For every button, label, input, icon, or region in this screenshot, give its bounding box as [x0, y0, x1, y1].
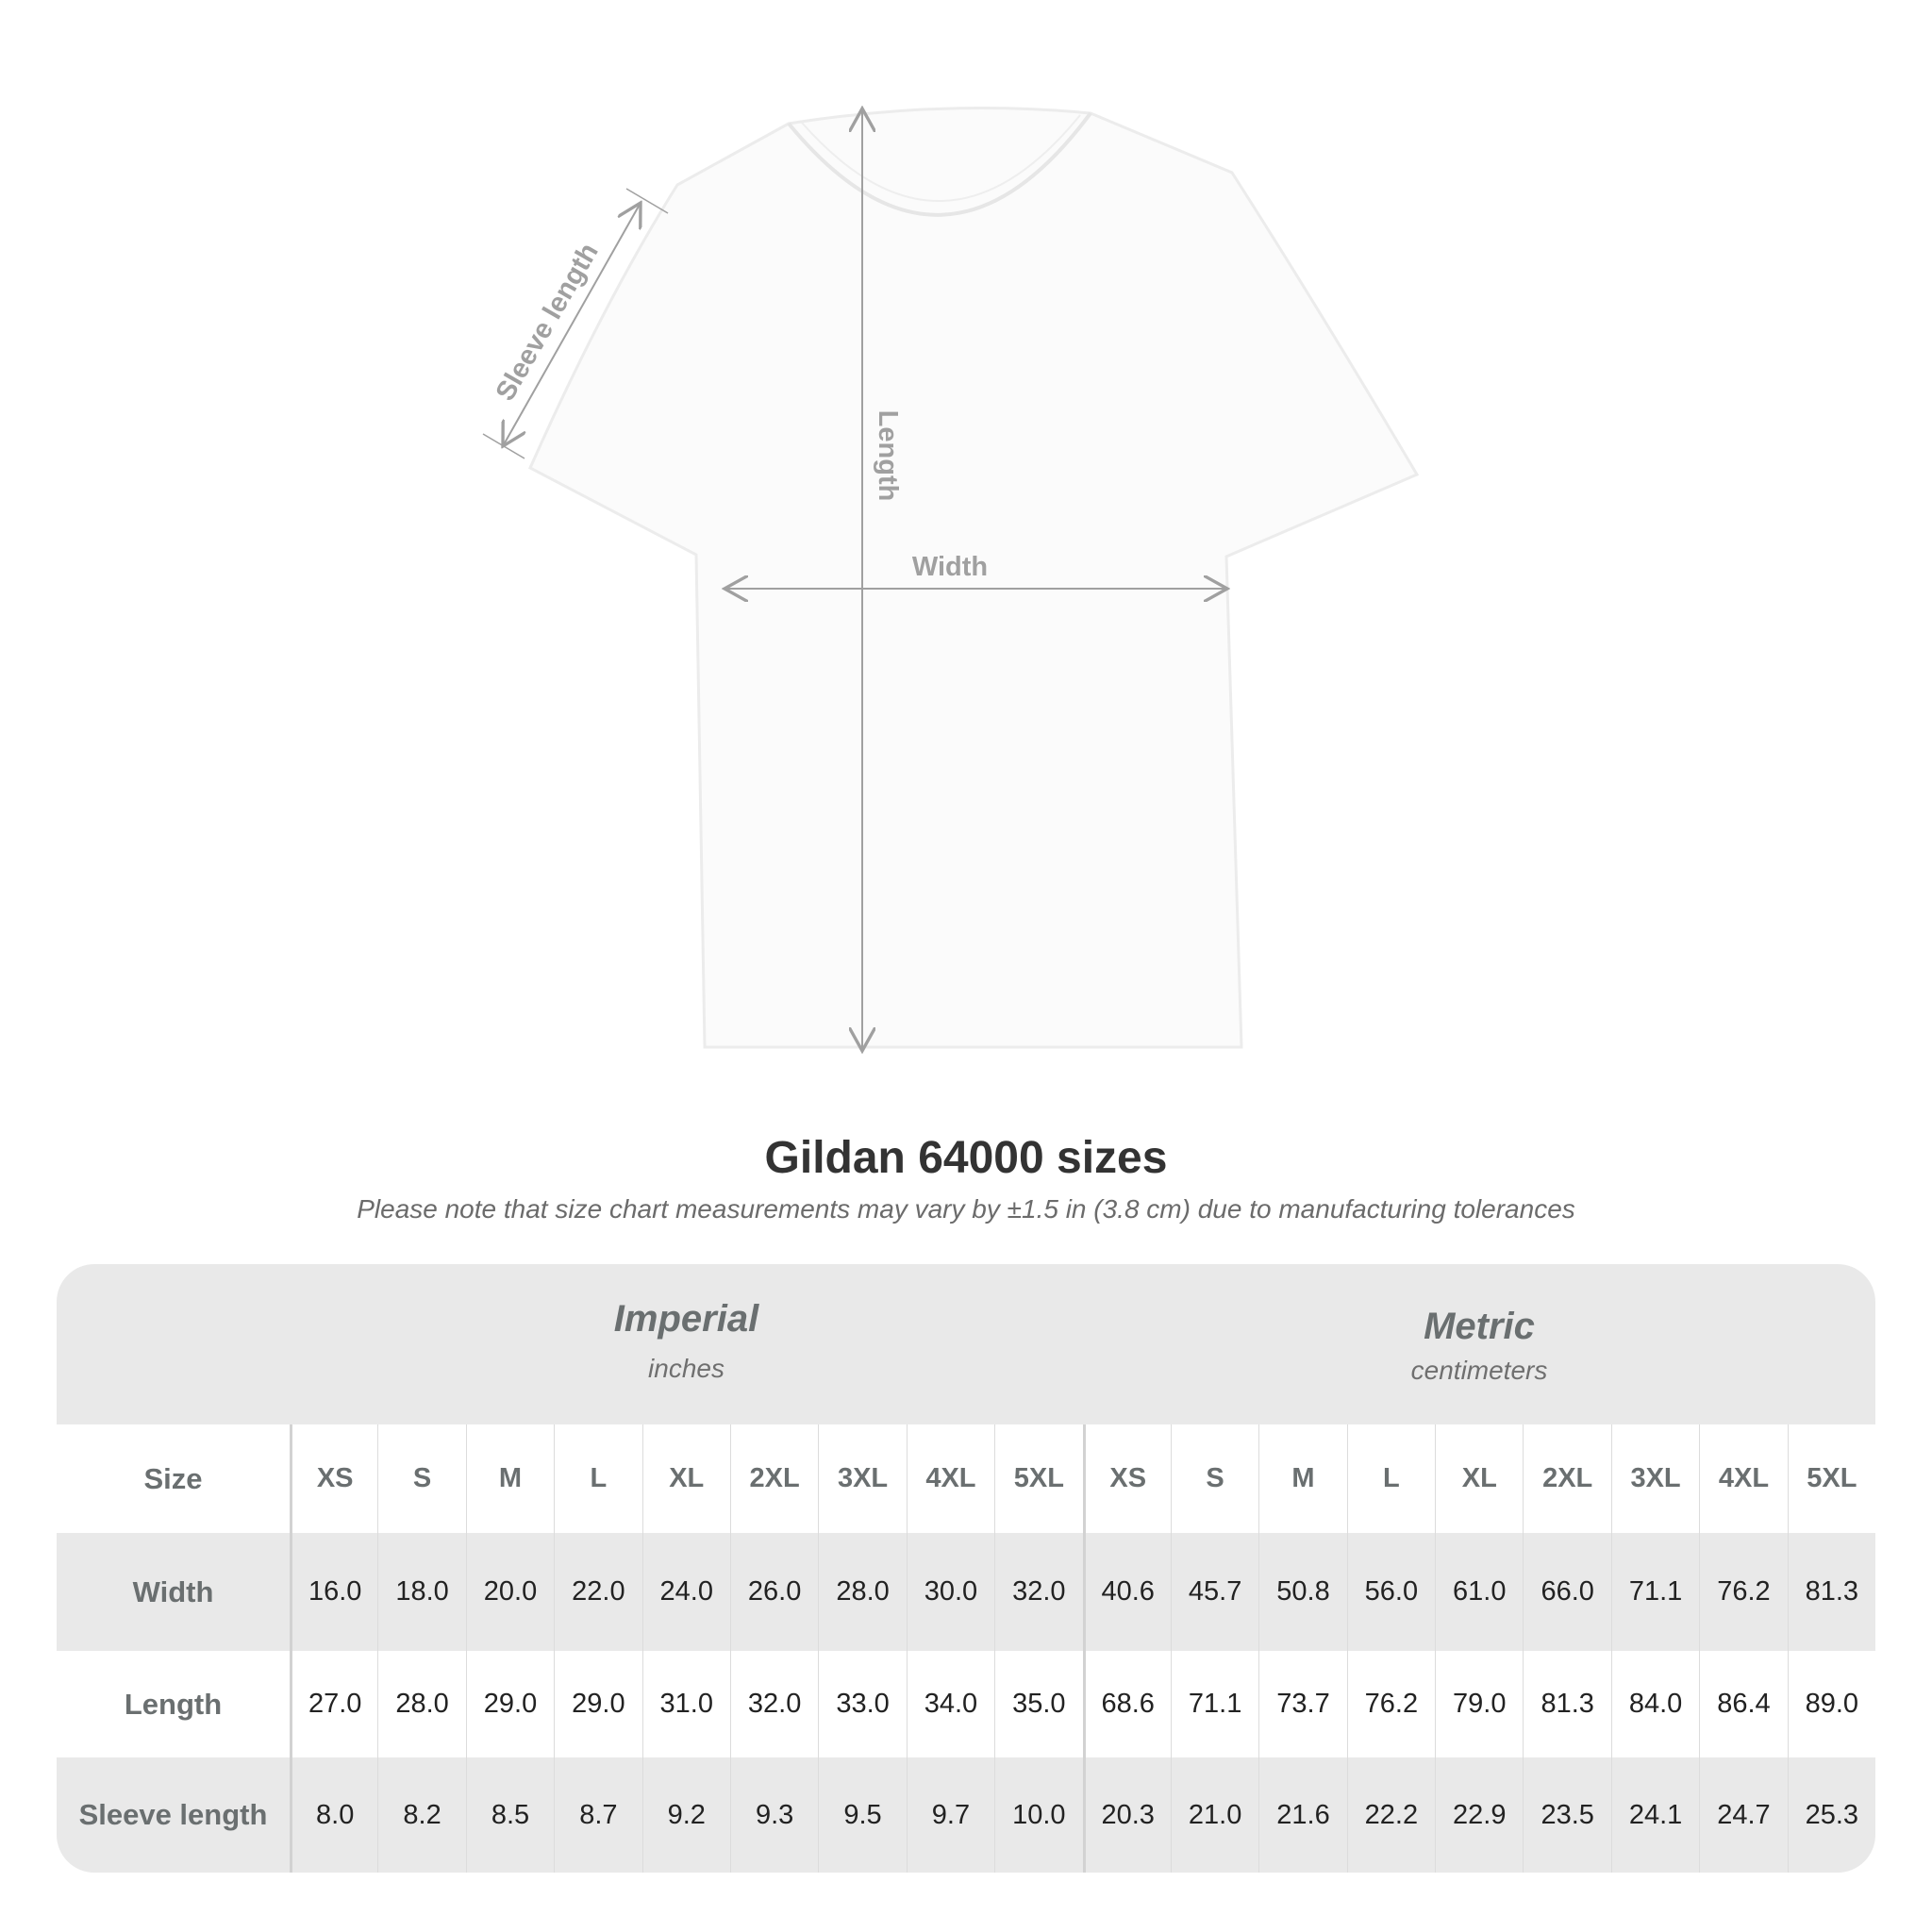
- imperial-size-m: M: [465, 1424, 554, 1533]
- table-row: Length 27.0 28.0 29.0 29.0 31.0 32.0 33.0 34.0 35…: [57, 1651, 1875, 1757]
- imperial-value-cell: 22.0: [554, 1533, 641, 1651]
- metric-value-cell: 24.1: [1610, 1757, 1699, 1873]
- imperial-value-cell: 9.7: [906, 1757, 994, 1873]
- imperial-value-cell: 20.0: [465, 1533, 554, 1651]
- metric-value-cell: 71.1: [1170, 1651, 1258, 1757]
- metric-value-cell: 81.3: [1523, 1651, 1610, 1757]
- imperial-value-cell: 30.0: [906, 1533, 994, 1651]
- row-label: Length: [124, 1687, 223, 1721]
- imperial-value-cell: 28.0: [818, 1533, 906, 1651]
- imperial-header: Imperial inches: [290, 1264, 1083, 1424]
- metric-title: Metric: [1424, 1306, 1535, 1347]
- metric-size-s: S: [1170, 1424, 1258, 1533]
- imperial-size-4xl: 4XL: [906, 1424, 994, 1533]
- page-title: Gildan 64000 sizes: [764, 1133, 1168, 1183]
- imperial-value-cell: 16.0: [290, 1533, 377, 1651]
- metric-value-cell: 68.6: [1082, 1651, 1171, 1757]
- imperial-value-cell: 18.0: [377, 1533, 465, 1651]
- metric-size-5xl: 5XL: [1787, 1424, 1875, 1533]
- metric-value-cell: 40.6: [1082, 1533, 1171, 1651]
- size-header-row: Size XS S M L XL 2XL 3XL 4XL 5XL XS S M L XL 2XL 3XL 4XL 5…: [57, 1424, 1875, 1533]
- metric-value-cell: 89.0: [1787, 1651, 1875, 1757]
- imperial-value-cell: 34.0: [906, 1651, 994, 1757]
- tolerance-note: Please note that size chart measurements…: [357, 1194, 1575, 1224]
- row-label: Sleeve length: [78, 1798, 268, 1831]
- metric-header: Metric centimeters: [1083, 1264, 1875, 1424]
- imperial-value-cell: 8.5: [465, 1757, 554, 1873]
- metric-value-cell: 56.0: [1346, 1533, 1435, 1651]
- metric-size-2xl: 2XL: [1523, 1424, 1610, 1533]
- metric-size-xl: XL: [1435, 1424, 1523, 1533]
- imperial-value-cell: 32.0: [994, 1533, 1082, 1651]
- metric-value-cell: 76.2: [1346, 1651, 1435, 1757]
- tshirt-collar: [787, 111, 1092, 217]
- metric-value-cell: 86.4: [1699, 1651, 1787, 1757]
- imperial-size-xl: XL: [641, 1424, 730, 1533]
- metric-value-cell: 25.3: [1787, 1757, 1875, 1873]
- metric-size-l: L: [1346, 1424, 1435, 1533]
- metric-value-cell: 71.1: [1610, 1533, 1699, 1651]
- imperial-title: Imperial: [613, 1298, 759, 1340]
- imperial-size-5xl: 5XL: [994, 1424, 1082, 1533]
- metric-value-cell: 24.7: [1699, 1757, 1787, 1873]
- metric-size-3xl: 3XL: [1610, 1424, 1699, 1533]
- imperial-size-xs: XS: [290, 1424, 377, 1533]
- imperial-size-s: S: [377, 1424, 465, 1533]
- metric-value-cell: 21.0: [1170, 1757, 1258, 1873]
- metric-value-cell: 73.7: [1258, 1651, 1346, 1757]
- metric-value-cell: 76.2: [1699, 1533, 1787, 1651]
- imperial-value-cell: 32.0: [729, 1651, 818, 1757]
- imperial-value-cell: 35.0: [994, 1651, 1082, 1757]
- metric-value-cell: 45.7: [1170, 1533, 1258, 1651]
- table-row: Sleeve length 8.0 8.2 8.5 8.7 9.2 9.3 9.5 9.7 10.…: [57, 1757, 1875, 1873]
- row-label: Width: [132, 1574, 214, 1608]
- metric-value-cell: 20.3: [1082, 1757, 1171, 1873]
- tshirt-diagram: Length Width Sleeve length: [482, 0, 1420, 1094]
- metric-value-cell: 22.9: [1435, 1757, 1523, 1873]
- imperial-value-cell: 24.0: [641, 1533, 730, 1651]
- metric-value-cell: 50.8: [1258, 1533, 1346, 1651]
- imperial-unit: inches: [648, 1354, 724, 1383]
- metric-value-cell: 66.0: [1523, 1533, 1610, 1651]
- size-label: Size: [143, 1461, 203, 1495]
- imperial-value-cell: 26.0: [729, 1533, 818, 1651]
- metric-unit: centimeters: [1410, 1356, 1548, 1385]
- imperial-value-cell: 9.2: [641, 1757, 730, 1873]
- metric-value-cell: 61.0: [1435, 1533, 1523, 1651]
- width-label: Width: [912, 552, 988, 582]
- metric-size-4xl: 4XL: [1699, 1424, 1787, 1533]
- size-table: Imperial inches Metric centimeters Size X…: [57, 1264, 1875, 1873]
- imperial-value-cell: 8.7: [554, 1757, 641, 1873]
- length-label: Length: [873, 410, 903, 502]
- imperial-value-cell: 28.0: [377, 1651, 465, 1757]
- imperial-value-cell: 8.0: [290, 1757, 377, 1873]
- metric-value-cell: 22.2: [1346, 1757, 1435, 1873]
- imperial-size-l: L: [554, 1424, 641, 1533]
- imperial-size-2xl: 2XL: [729, 1424, 818, 1533]
- imperial-value-cell: 10.0: [994, 1757, 1082, 1873]
- sleeve-line: [503, 203, 641, 446]
- imperial-value-cell: 29.0: [465, 1651, 554, 1757]
- table-row: Width 16.0 18.0 20.0 22.0 24.0 26.0 28.0 30.0 32.…: [57, 1533, 1875, 1651]
- imperial-value-cell: 31.0: [641, 1651, 730, 1757]
- metric-value-cell: 81.3: [1787, 1533, 1875, 1651]
- imperial-value-cell: 27.0: [290, 1651, 377, 1757]
- imperial-value-cell: 29.0: [554, 1651, 641, 1757]
- metric-size-m: M: [1258, 1424, 1346, 1533]
- imperial-value-cell: 33.0: [818, 1651, 906, 1757]
- imperial-value-cell: 9.5: [818, 1757, 906, 1873]
- metric-size-xs: XS: [1082, 1424, 1171, 1533]
- imperial-value-cell: 9.3: [729, 1757, 818, 1873]
- metric-value-cell: 84.0: [1610, 1651, 1699, 1757]
- imperial-value-cell: 8.2: [377, 1757, 465, 1873]
- imperial-size-3xl: 3XL: [818, 1424, 906, 1533]
- metric-value-cell: 23.5: [1523, 1757, 1610, 1873]
- metric-value-cell: 21.6: [1258, 1757, 1346, 1873]
- metric-value-cell: 79.0: [1435, 1651, 1523, 1757]
